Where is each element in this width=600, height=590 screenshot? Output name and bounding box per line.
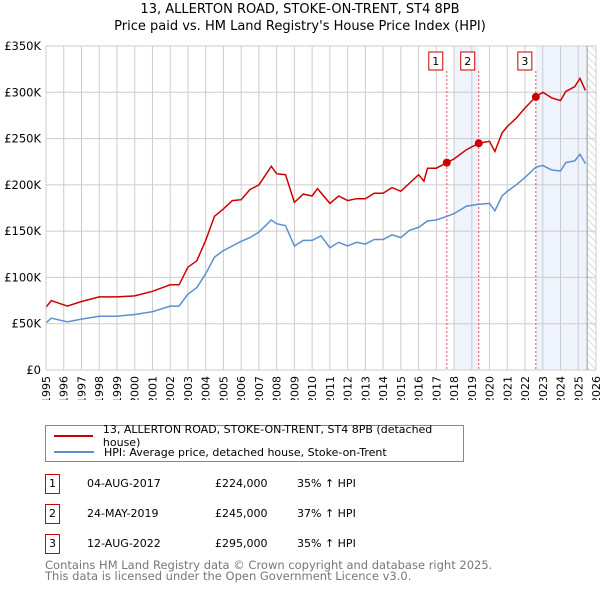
transaction-price: £245,000 xyxy=(215,507,268,520)
sale-label: 1 xyxy=(432,55,439,68)
sale-point xyxy=(531,92,540,101)
sale-label-box xyxy=(517,51,533,71)
transaction-row: 1 04-AUG-2017 £224,000 35% ↑ HPI xyxy=(45,474,485,494)
transaction-price: £224,000 xyxy=(215,477,268,490)
x-tick-label: 1999 xyxy=(111,376,124,400)
legend: 13, ALLERTON ROAD, STOKE-ON-TRENT, ST4 8… xyxy=(45,423,464,462)
legend-label-property: 13, ALLERTON ROAD, STOKE-ON-TRENT, ST4 8… xyxy=(102,423,433,449)
chart-subtitle: Price paid vs. HM Land Registry's House … xyxy=(114,19,486,34)
y-tick-label: £300K xyxy=(4,85,41,99)
series-line-hpi xyxy=(45,152,587,324)
x-tick-label: 2021 xyxy=(501,376,514,400)
transaction-number: 1 xyxy=(45,474,60,494)
x-tick-label: 1998 xyxy=(93,376,106,400)
x-tick-label: 2001 xyxy=(146,376,159,400)
sale-label: 3 xyxy=(521,55,528,68)
y-tick-label: £150K xyxy=(4,224,41,238)
x-tick-label: 1997 xyxy=(75,376,88,400)
transaction-date: 24-MAY-2019 xyxy=(87,507,159,520)
x-tick-label: 2005 xyxy=(217,376,230,400)
y-tick-label: £0 xyxy=(26,363,41,377)
sale-label: 2 xyxy=(464,55,471,68)
x-tick-label: 2003 xyxy=(182,376,195,400)
legend-label-hpi: HPI: Average price, detached house, Stok… xyxy=(104,445,387,459)
y-tick-label: £50K xyxy=(12,317,42,331)
y-tick-label: £350K xyxy=(4,39,41,53)
x-tick-label: 2008 xyxy=(271,376,284,400)
x-tick-label: 2013 xyxy=(359,376,372,400)
footer-copyright: Contains HM Land Registry data © Crown c… xyxy=(45,558,493,572)
transaction-price: £295,000 xyxy=(215,537,268,550)
x-tick-label: 2010 xyxy=(306,376,319,400)
transaction-hpi-change: 35% ↑ HPI xyxy=(297,477,356,490)
x-tick-label: 2014 xyxy=(377,376,390,400)
x-tick-label: 2004 xyxy=(200,376,213,400)
legend-swatch-hpi xyxy=(54,451,94,453)
transaction-hpi-change: 35% ↑ HPI xyxy=(297,537,356,550)
transaction-hpi-change: 37% ↑ HPI xyxy=(297,507,356,520)
x-tick-label: 2000 xyxy=(129,376,142,400)
chart-title: 13, ALLERTON ROAD, STOKE-ON-TRENT, ST4 8… xyxy=(140,2,460,17)
x-tick-label: 2016 xyxy=(413,376,426,400)
x-tick-label: 2006 xyxy=(235,376,248,400)
sale-label-box xyxy=(428,51,444,71)
x-tick-label: 2025 xyxy=(572,376,585,400)
y-tick-label: £250K xyxy=(4,132,41,146)
shaded-period xyxy=(535,46,588,370)
x-tick-label: 2020 xyxy=(484,376,497,400)
shaded-period xyxy=(454,46,479,370)
x-tick-label: 2007 xyxy=(253,376,266,400)
transaction-row: 2 24-MAY-2019 £245,000 37% ↑ HPI xyxy=(45,504,485,524)
x-tick-label: 2019 xyxy=(466,376,479,400)
x-tick-label: 1996 xyxy=(58,376,71,400)
sale-point xyxy=(474,139,483,148)
y-tick-label: £100K xyxy=(4,270,41,284)
x-tick-label: 2011 xyxy=(324,376,337,400)
footer-licence: This data is licensed under the Open Gov… xyxy=(45,569,412,583)
transaction-number: 2 xyxy=(45,504,60,524)
x-tick-label: 2002 xyxy=(164,376,177,400)
x-tick-label: 2023 xyxy=(537,376,550,400)
sale-point xyxy=(442,158,451,167)
sale-label-box xyxy=(460,51,476,71)
price-chart: 1995 1996 1997 1998 1999 2000 2001 2002 2003 2004… xyxy=(4,39,600,400)
legend-swatch-property xyxy=(54,435,93,437)
transaction-number: 3 xyxy=(45,534,60,554)
forecast-hatch xyxy=(587,46,596,370)
x-tick-label: 2015 xyxy=(395,376,408,400)
y-tick-label: £200K xyxy=(4,178,41,192)
x-tick-label: 2018 xyxy=(448,376,461,400)
legend-item-hpi: HPI: Average price, detached house, Stok… xyxy=(54,444,387,460)
series-line-property xyxy=(45,76,587,308)
x-tick-label: 2026 xyxy=(590,376,600,400)
legend-item-property: 13, ALLERTON ROAD, STOKE-ON-TRENT, ST4 8… xyxy=(54,423,463,449)
x-tick-label: 1995 xyxy=(40,376,53,400)
x-tick-label: 2012 xyxy=(342,376,355,400)
transaction-row: 3 12-AUG-2022 £295,000 35% ↑ HPI xyxy=(45,534,485,554)
transaction-date: 12-AUG-2022 xyxy=(87,537,161,550)
x-tick-label: 2022 xyxy=(519,376,532,400)
x-tick-label: 2009 xyxy=(288,376,301,400)
x-tick-label: 2024 xyxy=(555,376,568,400)
transaction-date: 04-AUG-2017 xyxy=(87,477,161,490)
x-tick-label: 2017 xyxy=(430,376,443,400)
